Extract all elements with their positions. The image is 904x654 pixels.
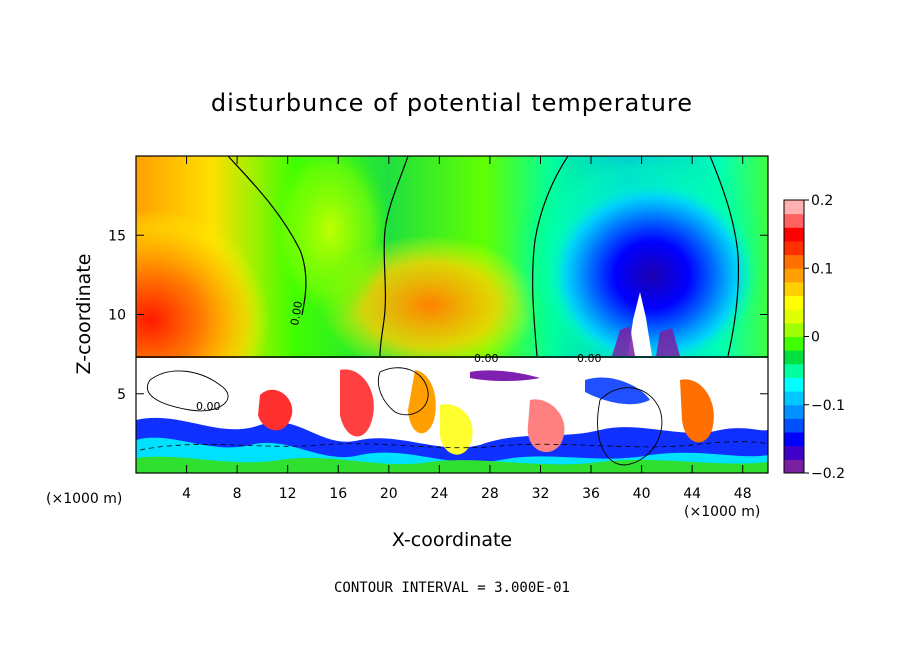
- x-tick-label: 12: [279, 486, 297, 502]
- colorbar-swatch: [784, 432, 804, 447]
- colorbar-tick-label: −0.2: [811, 466, 845, 482]
- purple-core: [612, 326, 680, 356]
- colorbar-swatch: [784, 200, 804, 215]
- lower-red-streak-center: [340, 369, 374, 437]
- x-axis-label: X-coordinate: [392, 529, 512, 551]
- colorbar-swatch: [784, 363, 804, 378]
- colorbar: 0.2 0.1 0 −0.1 −0.2: [783, 193, 845, 482]
- contour-label: 0.00: [474, 352, 499, 365]
- colorbar-swatch: [784, 254, 804, 269]
- lower-contour-2: [597, 387, 663, 466]
- colorbar-swatch: [784, 268, 804, 283]
- x-tick-label: 24: [430, 486, 448, 502]
- lower-purple-streak: [470, 370, 540, 381]
- y-axis-ticks: 5 10 15: [108, 228, 768, 403]
- x-tick-label: 8: [233, 486, 242, 502]
- colorbar-swatch: [784, 295, 804, 310]
- lower-orange-streak-east: [680, 379, 714, 443]
- colorbar-swatch: [784, 404, 804, 419]
- x-tick-label: 28: [481, 486, 499, 502]
- colorbar-swatch: [784, 459, 804, 474]
- colorbar-tick-label: 0: [811, 330, 820, 346]
- lower-contour-dashed: [139, 441, 768, 451]
- cool-anomaly-core: [547, 180, 757, 370]
- contour-line-west: [227, 156, 307, 316]
- contour-label: 0.00: [196, 400, 221, 413]
- x-tick-label: 36: [582, 486, 600, 502]
- x-tick-label: 40: [633, 486, 651, 502]
- x-axis-ticks: 4 8 12 16 20 24 28 32 36 40 44 48: [182, 156, 752, 502]
- colorbar-swatch: [784, 336, 804, 351]
- colorbar-swatch: [784, 227, 804, 242]
- colorbar-swatch: [784, 309, 804, 324]
- x-tick-label: 20: [380, 486, 398, 502]
- contour-line-east-2: [709, 156, 740, 357]
- colorbar-swatch: [784, 418, 804, 433]
- colorbar-swatch: [784, 213, 804, 228]
- colorbar-swatch: [784, 240, 804, 256]
- y-axis-label: Z-coordinate: [73, 254, 95, 375]
- colorbar-swatch: [784, 391, 804, 406]
- x-unit-label: (×1000 m): [684, 504, 760, 520]
- lower-contour-1: [147, 370, 229, 412]
- colorbar-tick-label: 0.2: [811, 193, 833, 209]
- lower-orange-streak: [408, 370, 436, 434]
- colorbar-tick-label: −0.1: [811, 398, 845, 414]
- x-tick-label: 4: [182, 486, 191, 502]
- x-tick-label: 32: [532, 486, 550, 502]
- z-unit-label: (×1000 m): [46, 491, 122, 507]
- lower-blue-streak: [585, 377, 650, 405]
- x-tick-label: 44: [683, 486, 701, 502]
- colorbar-swatch: [784, 281, 804, 297]
- contour-line-east-1: [532, 156, 569, 357]
- contour-interval-note: CONTOUR INTERVAL = 3.000E-01: [334, 580, 570, 596]
- colorbar-swatch: [784, 322, 804, 337]
- x-tick-label: 48: [734, 486, 752, 502]
- colorbar-tick-label: 0.1: [811, 261, 833, 277]
- lower-green-band: [136, 456, 768, 473]
- white-plume: [628, 292, 652, 356]
- y-tick-label: 5: [117, 387, 126, 403]
- lower-yellow-streak: [440, 404, 473, 455]
- contour-label: 0.00: [288, 300, 305, 326]
- x-tick-label: 16: [329, 486, 347, 502]
- contour-labels: 0.00 0.00 0.00 0.00: [196, 300, 602, 413]
- colorbar-swatch: [784, 377, 804, 392]
- contour-label: 0.00: [577, 352, 602, 365]
- plot-field: [136, 156, 768, 473]
- colorbar-swatch: [784, 445, 804, 460]
- lower-red-streak-left: [258, 389, 293, 431]
- chart-title: disturbunce of potential temperature: [211, 89, 693, 117]
- y-tick-label: 15: [108, 228, 126, 244]
- green-cell-left: [270, 156, 390, 320]
- colorbar-swatch: [784, 350, 804, 365]
- y-tick-label: 10: [108, 308, 126, 324]
- contour-line-center: [379, 156, 409, 357]
- lower-contour-3: [377, 367, 429, 416]
- lower-pink-streak: [527, 399, 565, 453]
